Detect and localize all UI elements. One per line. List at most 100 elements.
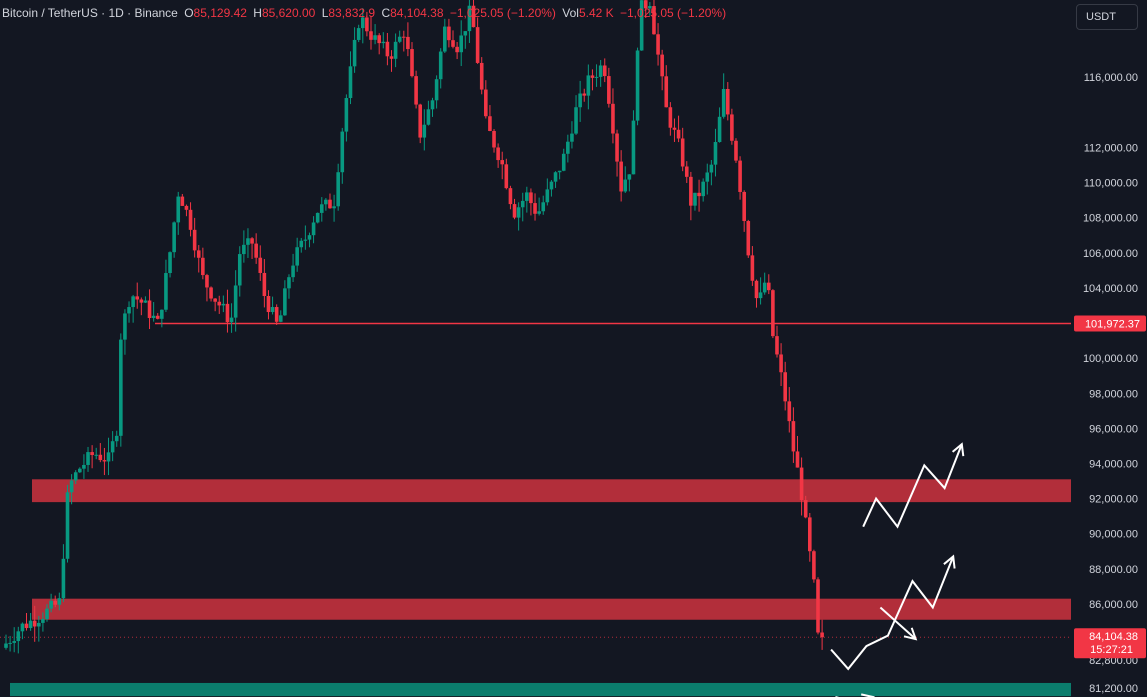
candle-body: [373, 35, 377, 40]
candle-body: [504, 164, 509, 189]
symbol-label[interactable]: Bitcoin / TetherUS · 1D · Binance: [2, 6, 178, 20]
candle-body: [242, 244, 246, 255]
candle-body: [549, 181, 554, 190]
candle-body: [734, 140, 738, 161]
candle-body: [488, 116, 492, 131]
zones-layer: [10, 479, 1071, 697]
candle-body: [812, 551, 816, 580]
candle-body: [619, 161, 623, 192]
candle-body: [127, 307, 131, 314]
candle-body: [12, 641, 17, 643]
candle-body: [721, 88, 726, 117]
candle-body: [266, 296, 271, 313]
candle-body: [110, 441, 115, 453]
candle-body: [463, 31, 468, 36]
candle-body: [147, 300, 152, 318]
support-zone: [10, 682, 1071, 697]
candle-body: [135, 296, 140, 300]
candle-body: [201, 257, 205, 276]
candle-body: [816, 579, 820, 633]
candle-body: [693, 192, 697, 206]
price-axis[interactable]: 116,000.00 112,000.00 110,000.00 108,000.00…: [1072, 0, 1147, 697]
candle-body: [274, 307, 279, 322]
candle-body: [229, 317, 234, 323]
candle-body: [205, 275, 209, 288]
candle-body: [525, 192, 529, 201]
price-tick-label: 112,000.00: [1084, 142, 1138, 154]
candle-body: [820, 632, 824, 638]
candle-body: [656, 34, 660, 55]
candle-body: [631, 120, 636, 175]
price-tick-label: 94,000.00: [1089, 458, 1138, 470]
candle-body: [533, 203, 537, 214]
candle-body: [336, 172, 340, 207]
candle-body: [803, 500, 808, 518]
candle-body: [315, 212, 320, 223]
price-tick-label: 104,000.00: [1083, 283, 1138, 295]
candle-body: [426, 109, 431, 125]
candle-body: [807, 517, 812, 552]
candle-body: [131, 296, 135, 308]
candle-body: [512, 204, 517, 218]
candle-body: [295, 247, 299, 266]
candle-body: [516, 207, 521, 218]
candle-body: [594, 76, 599, 78]
candle-body: [529, 192, 533, 204]
horizontal-line-layer: [0, 322, 1071, 638]
candle-body: [570, 133, 574, 142]
price-tick-label: 81,200.00: [1089, 683, 1138, 695]
candle-body: [730, 114, 734, 141]
candle-body: [24, 623, 29, 629]
vol-value: 5.42 K: [578, 6, 614, 20]
candle-body: [434, 79, 439, 101]
candle-body: [311, 222, 316, 236]
candle-body: [164, 273, 168, 310]
candle-body: [406, 36, 410, 50]
candle-body: [352, 39, 357, 67]
candle-body: [553, 172, 558, 182]
candle-body: [102, 460, 107, 462]
candle-body: [57, 598, 62, 605]
candle-body: [61, 558, 66, 599]
candle-body: [648, 6, 652, 9]
price-tick-label: 88,000.00: [1089, 564, 1138, 576]
price-tick-label: 116,000.00: [1084, 72, 1138, 84]
candle-body: [20, 623, 25, 632]
candle-body: [303, 239, 308, 241]
candle-body: [791, 421, 796, 452]
candle-body: [566, 141, 570, 154]
level-price-badge: [1074, 315, 1146, 332]
candle-body: [237, 254, 242, 286]
candle-body: [623, 179, 628, 192]
candle-body: [479, 62, 484, 90]
candle-body: [746, 221, 751, 256]
candle-body: [611, 103, 615, 134]
candle-body: [188, 209, 193, 230]
candle-body: [49, 600, 53, 609]
candle-body: [414, 76, 418, 105]
arrow-head: [943, 554, 956, 569]
candle-body: [356, 28, 361, 40]
candle-body: [660, 54, 664, 77]
candle-body: [602, 65, 607, 77]
candle-body: [627, 174, 632, 180]
candle-body: [324, 199, 328, 205]
candle-body: [680, 138, 685, 167]
candle-body: [520, 200, 525, 208]
candle-body: [762, 282, 767, 293]
candle-body: [783, 372, 787, 402]
currency-button[interactable]: USDT: [1076, 4, 1138, 30]
low-value: 83,832.9: [328, 6, 376, 20]
candle-body: [217, 301, 222, 306]
candle-body: [53, 600, 58, 605]
candle-body: [213, 298, 217, 302]
candle-body: [209, 287, 213, 299]
arrow-path: [862, 443, 963, 529]
candle-body: [397, 36, 402, 42]
candle-body: [717, 116, 722, 143]
candle-body: [98, 454, 103, 461]
candle-body: [561, 153, 566, 171]
candle-body: [492, 130, 496, 148]
candle-body: [192, 229, 197, 251]
